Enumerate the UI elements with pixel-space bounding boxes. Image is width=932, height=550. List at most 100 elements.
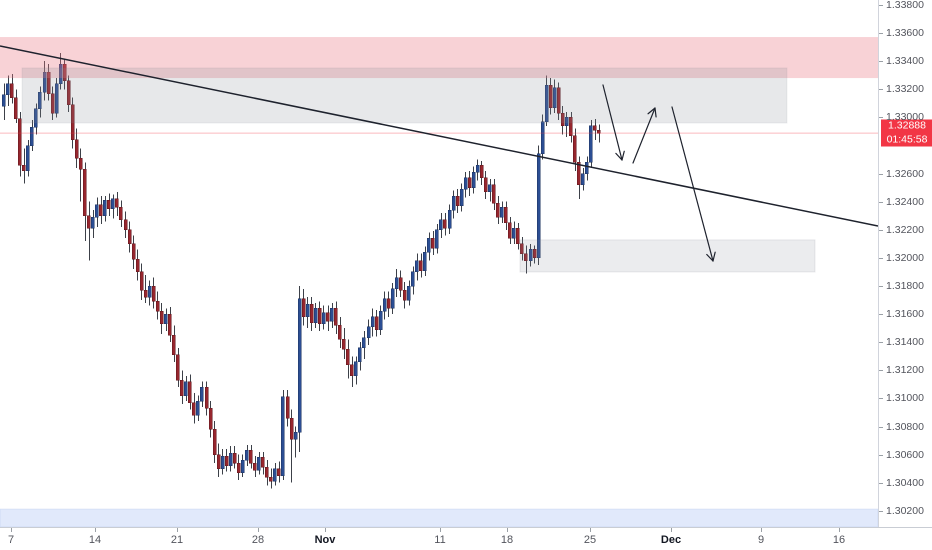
- price-tick-mark: [879, 201, 883, 203]
- candle-up: [183, 381, 188, 396]
- candle-down: [374, 316, 379, 330]
- candle-up: [272, 468, 277, 482]
- lower-blue-zone[interactable]: [0, 508, 878, 527]
- candle-up: [378, 311, 383, 330]
- candle-up: [244, 450, 249, 461]
- candle-down: [70, 104, 75, 141]
- candle-down: [386, 298, 391, 309]
- candle-up: [58, 63, 63, 84]
- demand-zone-gray[interactable]: [519, 239, 816, 273]
- current-price-label: 1.32888 01:45:58: [881, 119, 932, 147]
- candle-up: [297, 298, 302, 433]
- candle-down: [418, 260, 423, 271]
- candle-down: [349, 364, 354, 377]
- price-tick-label: 1.31000: [886, 392, 924, 405]
- candle-down: [78, 157, 83, 170]
- candle-up: [1, 94, 6, 107]
- arrow-down-pullback[interactable]: [602, 84, 625, 161]
- candle-up: [357, 347, 362, 363]
- candle-down: [82, 169, 87, 216]
- price-tick-mark: [879, 370, 883, 372]
- arrow-shaft: [671, 106, 714, 262]
- time-tick-mark: [440, 528, 441, 532]
- candle-down: [74, 139, 79, 159]
- arrow-head: [647, 107, 656, 115]
- candle-up: [499, 207, 504, 218]
- time-tick-label-14: 14: [88, 534, 102, 546]
- price-tick-mark: [879, 257, 883, 259]
- candle-up: [147, 285, 152, 298]
- time-axis[interactable]: 7 14 21 28 Nov 11 18 25 Dec 9 16: [0, 527, 932, 550]
- candle-down: [123, 219, 128, 231]
- candle-down: [143, 289, 148, 298]
- candle-down: [131, 243, 136, 260]
- candle-up: [584, 162, 589, 174]
- price-tick-mark: [879, 229, 883, 231]
- time-tick-mark: [507, 528, 508, 532]
- candle-down: [345, 348, 350, 365]
- candle-down: [276, 468, 281, 476]
- candle-down: [118, 207, 123, 221]
- candle-down: [216, 454, 221, 469]
- candle-down: [208, 407, 213, 430]
- candle-down: [155, 301, 160, 312]
- arrow-down-target[interactable]: [671, 106, 716, 262]
- supply-zone-gray[interactable]: [21, 67, 788, 124]
- candle-down: [66, 80, 71, 106]
- price-tick-mark: [879, 117, 883, 119]
- candle-up: [564, 117, 569, 127]
- current-price-value: 1.32888: [881, 119, 932, 134]
- arrow-head: [621, 150, 625, 161]
- candle-down: [325, 312, 330, 322]
- chart-pane[interactable]: [0, 0, 878, 527]
- candle-up: [90, 216, 95, 229]
- supply-zone-pink[interactable]: [0, 37, 878, 79]
- candle-up: [25, 145, 30, 172]
- candle-down: [17, 118, 22, 166]
- price-tick-label: 1.30400: [886, 476, 924, 489]
- time-tick-label-7: 7: [7, 534, 15, 546]
- candle-up: [110, 198, 115, 209]
- candle-down: [106, 200, 111, 209]
- time-tick-mark: [11, 528, 12, 532]
- candle-down: [212, 429, 217, 455]
- price-tick-mark: [879, 398, 883, 400]
- descending-trendline[interactable]: [0, 45, 878, 227]
- price-tick-mark: [879, 510, 883, 512]
- time-tick-label-11: 11: [434, 534, 446, 546]
- arrow-head: [654, 107, 657, 118]
- price-tick-label: 1.33400: [886, 55, 924, 68]
- candle-down: [523, 253, 528, 261]
- candle-up: [5, 83, 10, 96]
- price-tick-mark: [879, 173, 883, 175]
- arrow-head: [712, 251, 716, 262]
- candle-up: [544, 84, 549, 122]
- time-tick-label-28: 28: [251, 534, 265, 546]
- candle-up: [240, 459, 245, 474]
- candle-up: [370, 316, 375, 327]
- price-axis[interactable]: 1.32888 01:45:58 1.33800 1.33600 1.33400 1.…: [878, 0, 932, 527]
- candle-up: [382, 298, 387, 312]
- candle-up: [528, 249, 533, 261]
- candle-up: [94, 204, 99, 218]
- candle-up: [536, 153, 541, 259]
- candle-up: [426, 237, 431, 253]
- candle-up: [280, 396, 285, 476]
- candle-down: [98, 204, 103, 216]
- price-tick-mark: [879, 5, 883, 6]
- candle-down: [507, 222, 512, 239]
- candlestick-chart[interactable]: [0, 0, 878, 527]
- candle-down: [179, 379, 184, 396]
- price-tick-mark: [879, 426, 883, 428]
- price-tick-label: 1.33800: [886, 0, 924, 11]
- candle-down: [548, 84, 553, 108]
- time-tick-mark: [590, 528, 591, 532]
- arrow-up-retest[interactable]: [632, 107, 657, 164]
- candle-up: [29, 126, 34, 146]
- price-tick-label: 1.30800: [886, 420, 924, 433]
- time-tick-label-21: 21: [170, 534, 184, 546]
- candle-up: [438, 219, 443, 231]
- candle-down: [159, 311, 164, 325]
- candle-down: [50, 93, 55, 114]
